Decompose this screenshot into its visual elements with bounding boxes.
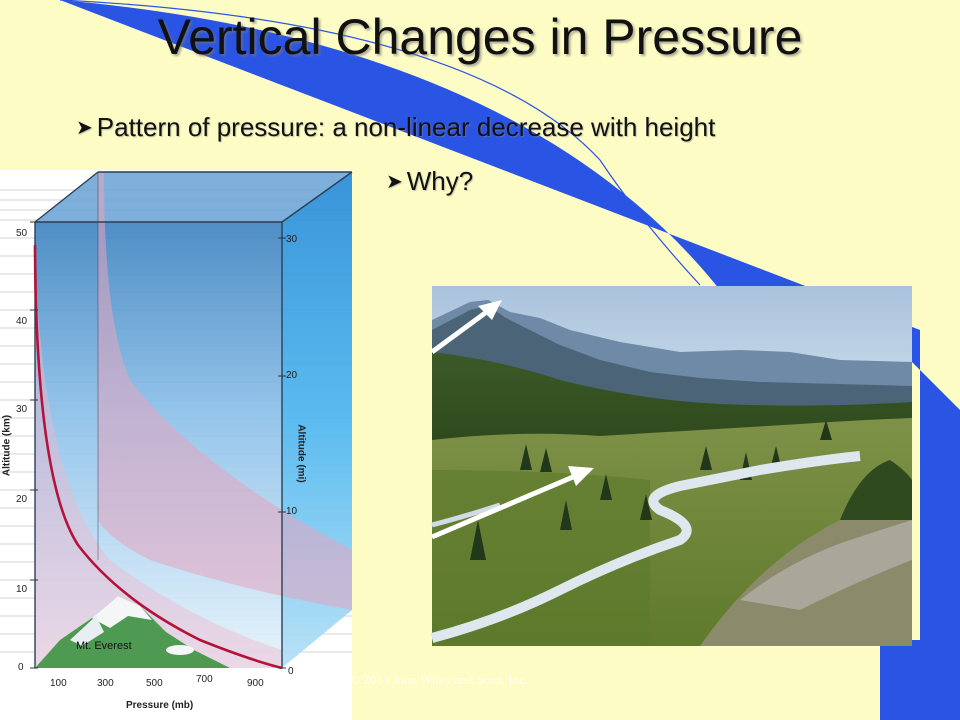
mountain-label: Mt. Everest [76,640,132,652]
x-tick-label: 100 [50,678,67,689]
left-tick-label: 40 [16,316,28,327]
left-tick-label: 30 [16,404,28,415]
x-tick-label: 500 [146,678,163,689]
bullet-why: ➤ Why? [386,166,473,197]
bullet-arrow-icon: ➤ [76,117,93,139]
copyright-notice: © 2014 John Wiley and Sons, Inc. [350,672,529,687]
right-tick-label: 10 [286,506,298,517]
right-tick-label: 0 [288,666,294,677]
right-axis-label: Altitude (mi) [295,424,307,483]
right-tick-label: 20 [286,370,298,381]
left-tick-label: 20 [16,494,28,505]
right-tick-label: 30 [286,234,298,245]
left-tick-label: 0 [18,662,24,673]
left-tick-label: 10 [16,584,28,595]
slide-title: Vertical Changes in Pressure [157,9,803,65]
mountain-valley-photo [430,286,912,646]
left-tick-label: 50 [16,228,28,239]
bullet-text: Pattern of pressure: a non-linear decrea… [96,112,716,142]
pressure-altitude-diagram [0,170,353,720]
x-tick-label: 700 [196,674,213,685]
x-tick-label: 300 [97,678,114,689]
x-axis-label: Pressure (mb) [126,700,194,711]
bullet-text: Why? [406,166,474,196]
x-tick-label: 900 [247,678,264,689]
decorative-blue-swoosh [59,0,960,720]
bullet-pattern-of-pressure: ➤ Pattern of pressure: a non-linear decre… [76,112,715,143]
left-axis-label: Altitude (km) [1,414,13,477]
bullet-arrow-icon: ➤ [386,171,403,193]
